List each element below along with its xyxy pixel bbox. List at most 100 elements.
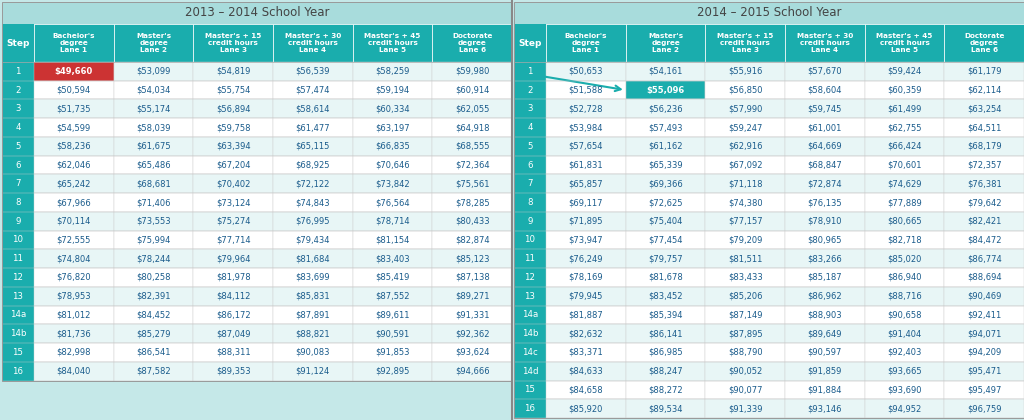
Text: 9: 9: [527, 217, 532, 226]
Bar: [114, 287, 194, 306]
Bar: [944, 174, 1024, 193]
Bar: [352, 81, 432, 100]
Bar: [273, 249, 352, 268]
Text: $82,998: $82,998: [56, 348, 91, 357]
Bar: [352, 268, 432, 287]
Text: $76,564: $76,564: [375, 198, 410, 207]
Text: $54,161: $54,161: [648, 67, 683, 76]
Text: $72,555: $72,555: [56, 236, 91, 244]
Text: 2013 – 2014 School Year: 2013 – 2014 School Year: [184, 6, 330, 19]
Text: 13: 13: [524, 292, 536, 301]
Bar: [514, 62, 546, 81]
Text: $55,096: $55,096: [646, 86, 685, 94]
Bar: [114, 231, 194, 249]
Text: Bachelor's
degree
Lane 1: Bachelor's degree Lane 1: [564, 33, 607, 53]
Text: $95,497: $95,497: [967, 386, 1001, 394]
Bar: [514, 174, 546, 193]
Bar: [273, 137, 352, 156]
Bar: [626, 381, 706, 399]
Bar: [785, 268, 864, 287]
Bar: [785, 324, 864, 343]
Text: $92,411: $92,411: [967, 310, 1001, 320]
Bar: [706, 268, 785, 287]
Text: $83,699: $83,699: [296, 273, 330, 282]
Text: $81,887: $81,887: [568, 310, 603, 320]
Text: $79,209: $79,209: [728, 236, 762, 244]
Bar: [546, 81, 626, 100]
Bar: [432, 156, 512, 174]
Bar: [432, 212, 512, 231]
Bar: [546, 324, 626, 343]
Text: $85,123: $85,123: [455, 254, 489, 263]
Bar: [626, 231, 706, 249]
Text: $89,353: $89,353: [216, 367, 251, 375]
Bar: [432, 362, 512, 381]
Bar: [626, 268, 706, 287]
Bar: [34, 62, 114, 81]
Text: $54,034: $54,034: [136, 86, 171, 94]
Text: Doctorate
degree
Lane 6: Doctorate degree Lane 6: [964, 33, 1005, 53]
Bar: [514, 2, 1024, 418]
Bar: [785, 62, 864, 81]
Text: $70,402: $70,402: [216, 179, 250, 188]
Text: $59,194: $59,194: [376, 86, 410, 94]
Bar: [546, 156, 626, 174]
Text: $88,694: $88,694: [967, 273, 1001, 282]
Text: 7: 7: [527, 179, 532, 188]
Text: $59,247: $59,247: [728, 123, 762, 132]
Bar: [273, 100, 352, 118]
Bar: [114, 324, 194, 343]
Bar: [273, 193, 352, 212]
Text: $92,403: $92,403: [888, 348, 922, 357]
Text: 1: 1: [527, 67, 532, 76]
Bar: [194, 118, 273, 137]
Text: $62,755: $62,755: [887, 123, 922, 132]
Text: Master's + 45
credit hours
Lane 5: Master's + 45 credit hours Lane 5: [365, 33, 421, 53]
Bar: [706, 381, 785, 399]
Text: $88,716: $88,716: [887, 292, 922, 301]
Text: $93,665: $93,665: [887, 367, 922, 375]
Text: $63,394: $63,394: [216, 142, 251, 151]
Bar: [194, 193, 273, 212]
Bar: [34, 287, 114, 306]
Text: $51,735: $51,735: [56, 104, 91, 113]
Bar: [352, 174, 432, 193]
Text: 2014 – 2015 School Year: 2014 – 2015 School Year: [696, 6, 842, 19]
Text: $60,334: $60,334: [375, 104, 410, 113]
Text: $56,850: $56,850: [728, 86, 763, 94]
Bar: [114, 156, 194, 174]
Text: $81,012: $81,012: [56, 310, 91, 320]
Bar: [514, 306, 546, 324]
Bar: [114, 362, 194, 381]
Text: 13: 13: [12, 292, 24, 301]
Bar: [626, 62, 706, 81]
Bar: [706, 249, 785, 268]
Text: $89,649: $89,649: [808, 329, 842, 338]
Text: $87,049: $87,049: [216, 329, 251, 338]
Text: Master's
degree
Lane 2: Master's degree Lane 2: [136, 33, 171, 53]
Text: $79,642: $79,642: [967, 198, 1001, 207]
Text: $71,118: $71,118: [728, 179, 763, 188]
Text: $61,831: $61,831: [568, 160, 603, 170]
Bar: [864, 62, 944, 81]
Text: $62,916: $62,916: [728, 142, 763, 151]
Text: $87,552: $87,552: [375, 292, 410, 301]
Text: $90,658: $90,658: [887, 310, 922, 320]
Text: $87,895: $87,895: [728, 329, 763, 338]
Text: $83,371: $83,371: [568, 348, 603, 357]
Bar: [352, 193, 432, 212]
Text: 10: 10: [524, 236, 536, 244]
Text: $67,966: $67,966: [56, 198, 91, 207]
Text: $84,112: $84,112: [216, 292, 250, 301]
Bar: [114, 343, 194, 362]
Text: $86,141: $86,141: [648, 329, 683, 338]
Text: $80,433: $80,433: [455, 217, 489, 226]
Text: 2: 2: [527, 86, 532, 94]
Bar: [352, 306, 432, 324]
Bar: [514, 343, 546, 362]
Text: $52,728: $52,728: [568, 104, 603, 113]
Bar: [2, 287, 34, 306]
Bar: [944, 399, 1024, 418]
Text: 14b: 14b: [10, 329, 27, 338]
Text: $58,604: $58,604: [808, 86, 842, 94]
